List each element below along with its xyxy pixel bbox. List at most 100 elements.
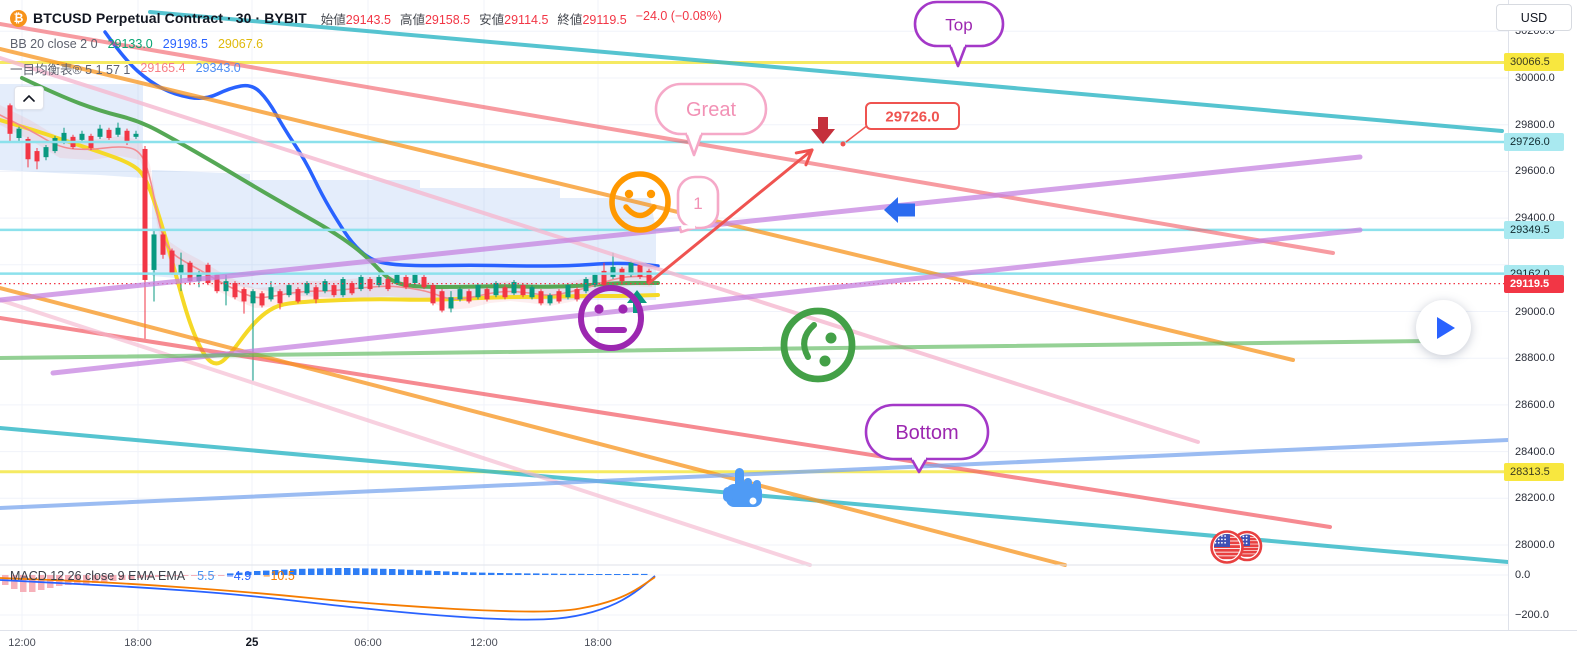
candle [430, 285, 436, 304]
price-label: 30000.0 [1515, 72, 1555, 84]
svg-text:Top: Top [945, 16, 972, 35]
candle [592, 274, 598, 286]
candle [439, 291, 445, 311]
candle [457, 289, 463, 300]
price-axis[interactable]: 30200.0 30000.0 29800.0 29600.0 29400.0 29000… [1504, 0, 1577, 630]
candle [160, 234, 166, 255]
price-label: 28600.0 [1515, 398, 1555, 411]
play-button[interactable] [1416, 300, 1471, 355]
time-axis[interactable]: 12:00 18:00 25 06:00 12:00 18:00 [0, 630, 1577, 656]
price-badge: 29119.5 [1504, 274, 1564, 293]
macd-line [0, 575, 656, 621]
candle [169, 250, 175, 273]
candle [295, 289, 301, 302]
time-label: 12:00 [8, 637, 36, 649]
currency-toggle-button[interactable]: USD [1496, 4, 1572, 31]
candle [133, 133, 139, 137]
trend-line [50, 227, 1363, 376]
candle [403, 276, 409, 288]
candle [511, 282, 517, 294]
candle [115, 127, 121, 135]
trend-arrow [647, 148, 814, 285]
candle [304, 283, 310, 294]
candle [268, 287, 274, 300]
balloon-1[interactable]: 1 [676, 175, 720, 234]
candle [475, 285, 481, 298]
trend-line [148, 10, 1504, 133]
candle [394, 274, 400, 284]
candle [79, 133, 85, 140]
candle [376, 276, 382, 286]
candle [151, 234, 157, 270]
us-flag-icon [1210, 530, 1263, 564]
candle [547, 295, 553, 304]
time-label: 06:00 [354, 637, 382, 649]
trend-line [0, 286, 1067, 567]
candle [250, 291, 256, 304]
candle [61, 132, 67, 142]
candle [448, 297, 454, 309]
candle [574, 289, 580, 300]
candle [223, 281, 229, 292]
markers [627, 117, 1263, 564]
price-label: 29600.0 [1515, 165, 1555, 178]
candle [421, 276, 427, 288]
curve-tenkan [0, 114, 653, 300]
candle [277, 291, 283, 304]
svg-text:Bottom: Bottom [895, 422, 958, 444]
candle [646, 270, 652, 284]
candle [484, 289, 490, 300]
candle [313, 287, 319, 300]
candle [610, 266, 616, 277]
candle [502, 287, 508, 298]
balloon-great[interactable]: Great [654, 82, 768, 157]
candle [331, 285, 337, 296]
candle [322, 281, 328, 292]
svg-text:Great: Great [686, 99, 736, 121]
candle [637, 264, 643, 277]
balloon-top[interactable]: Top [913, 0, 1005, 68]
candle [97, 128, 103, 137]
price-badge: 29349.5 [1504, 220, 1564, 239]
candle [259, 293, 265, 306]
trend-line [0, 22, 1335, 255]
macd-scale-label: −200.0 [1515, 609, 1549, 621]
candle [601, 270, 607, 286]
candle [565, 285, 571, 298]
candle [52, 138, 58, 152]
collapse-pane-button[interactable] [14, 86, 44, 110]
candle [349, 283, 355, 294]
play-icon [1437, 316, 1455, 339]
upset-face-rotated [780, 307, 856, 383]
candle [583, 279, 589, 292]
curve-bb-basis [20, 76, 660, 289]
svg-text:29726.0: 29726.0 [885, 109, 939, 126]
candle [25, 138, 31, 160]
chevron-up-icon [23, 94, 35, 102]
candle [124, 130, 130, 143]
macd-signal-line [0, 576, 656, 613]
candle [340, 279, 346, 296]
candle [43, 147, 49, 158]
price-label: 28200.0 [1515, 492, 1555, 505]
candle [241, 289, 247, 302]
trend-line [0, 47, 1295, 362]
candle [493, 283, 499, 296]
price-label: 28800.0 [1515, 352, 1555, 365]
chart-layers: Top Great Bottom 1 29726.0 [0, 0, 1508, 630]
blue-arrow-left-marker [884, 197, 915, 223]
price-label: 28400.0 [1515, 445, 1555, 458]
candle [34, 151, 40, 162]
candle [466, 291, 472, 302]
balloon-bottom[interactable]: Bottom [864, 403, 990, 474]
candle [556, 291, 562, 302]
trend-lines [0, 10, 1508, 567]
candle [529, 287, 535, 298]
time-label: 18:00 [124, 637, 152, 649]
price-badge: 30066.5 [1504, 53, 1564, 72]
time-label: 12:00 [470, 637, 498, 649]
macd-pane [0, 568, 656, 621]
candle [619, 268, 625, 282]
price-callout[interactable]: 29726.0 [840, 102, 960, 147]
